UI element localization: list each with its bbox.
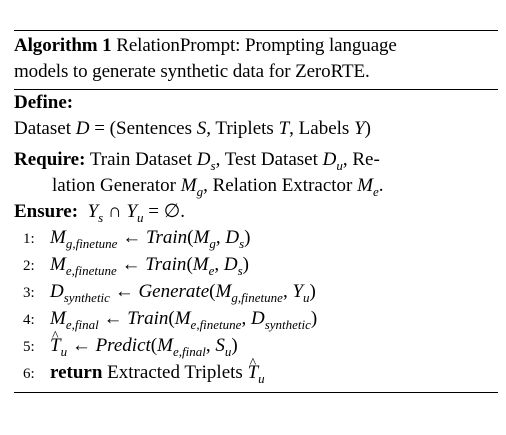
step-2: 2:M_e,finetune ← Train(M_e, Dₛ)Me,finetu…	[23, 254, 249, 278]
step-number: 2:	[23, 258, 35, 274]
step-6: 6:return Extracted Triplets T̂ᵤ Extracte…	[14, 351, 498, 387]
step-number: 1:	[23, 231, 35, 247]
define-keyword: Define:	[14, 92, 74, 113]
require-keyword: Require:	[14, 149, 86, 170]
caption-rule	[14, 89, 498, 90]
ensure-keyword: Ensure:	[14, 201, 79, 222]
step-number: 5:	[23, 339, 35, 355]
step-number: 4:	[23, 312, 35, 328]
define-heading: Define:	[14, 90, 498, 116]
ensure-line: Ensure: Yₛ ∩ Yᵤ = ∅. Ys ∩ Yu = ∅.	[14, 201, 186, 225]
caption-text-line1: RelationPrompt: Prompting language	[111, 35, 397, 56]
step-number: 6:	[23, 366, 35, 382]
step-5: 5:T̂ᵤ ← Predict(M_e,final, Sᵤ)Tu ← Predi…	[14, 324, 498, 360]
define-dataset: Dataset D = (Sentences S, Triplets T, La…	[14, 118, 371, 139]
bottom-rule	[14, 392, 498, 393]
step-4: 4:M_e,final ← Train(M_e,finetune, D_synt…	[23, 308, 318, 332]
require-line2: lation Generator M_g, Relation Extractor…	[52, 175, 384, 199]
step-number: 3:	[23, 285, 35, 301]
caption-text-line2: models to generate synthetic data for Ze…	[14, 61, 370, 82]
algorithm-block: Algorithm 1 RelationPrompt: Prompting la…	[14, 30, 498, 393]
algorithm-label: Algorithm 1	[14, 35, 112, 56]
top-rule	[14, 30, 498, 31]
step-1: 1:M_g,finetune ← Train(M_g, Dₛ)Mg,finetu…	[23, 227, 251, 251]
return-keyword: return	[50, 362, 103, 383]
algorithm-caption: Algorithm 1 RelationPrompt: Prompting la…	[14, 31, 498, 85]
step-3: 3:D_synthetic ← Generate(M_g,finetune, Y…	[23, 281, 316, 305]
require-line1: Require: Train Dataset Dₛ, Test Dataset …	[14, 149, 380, 173]
